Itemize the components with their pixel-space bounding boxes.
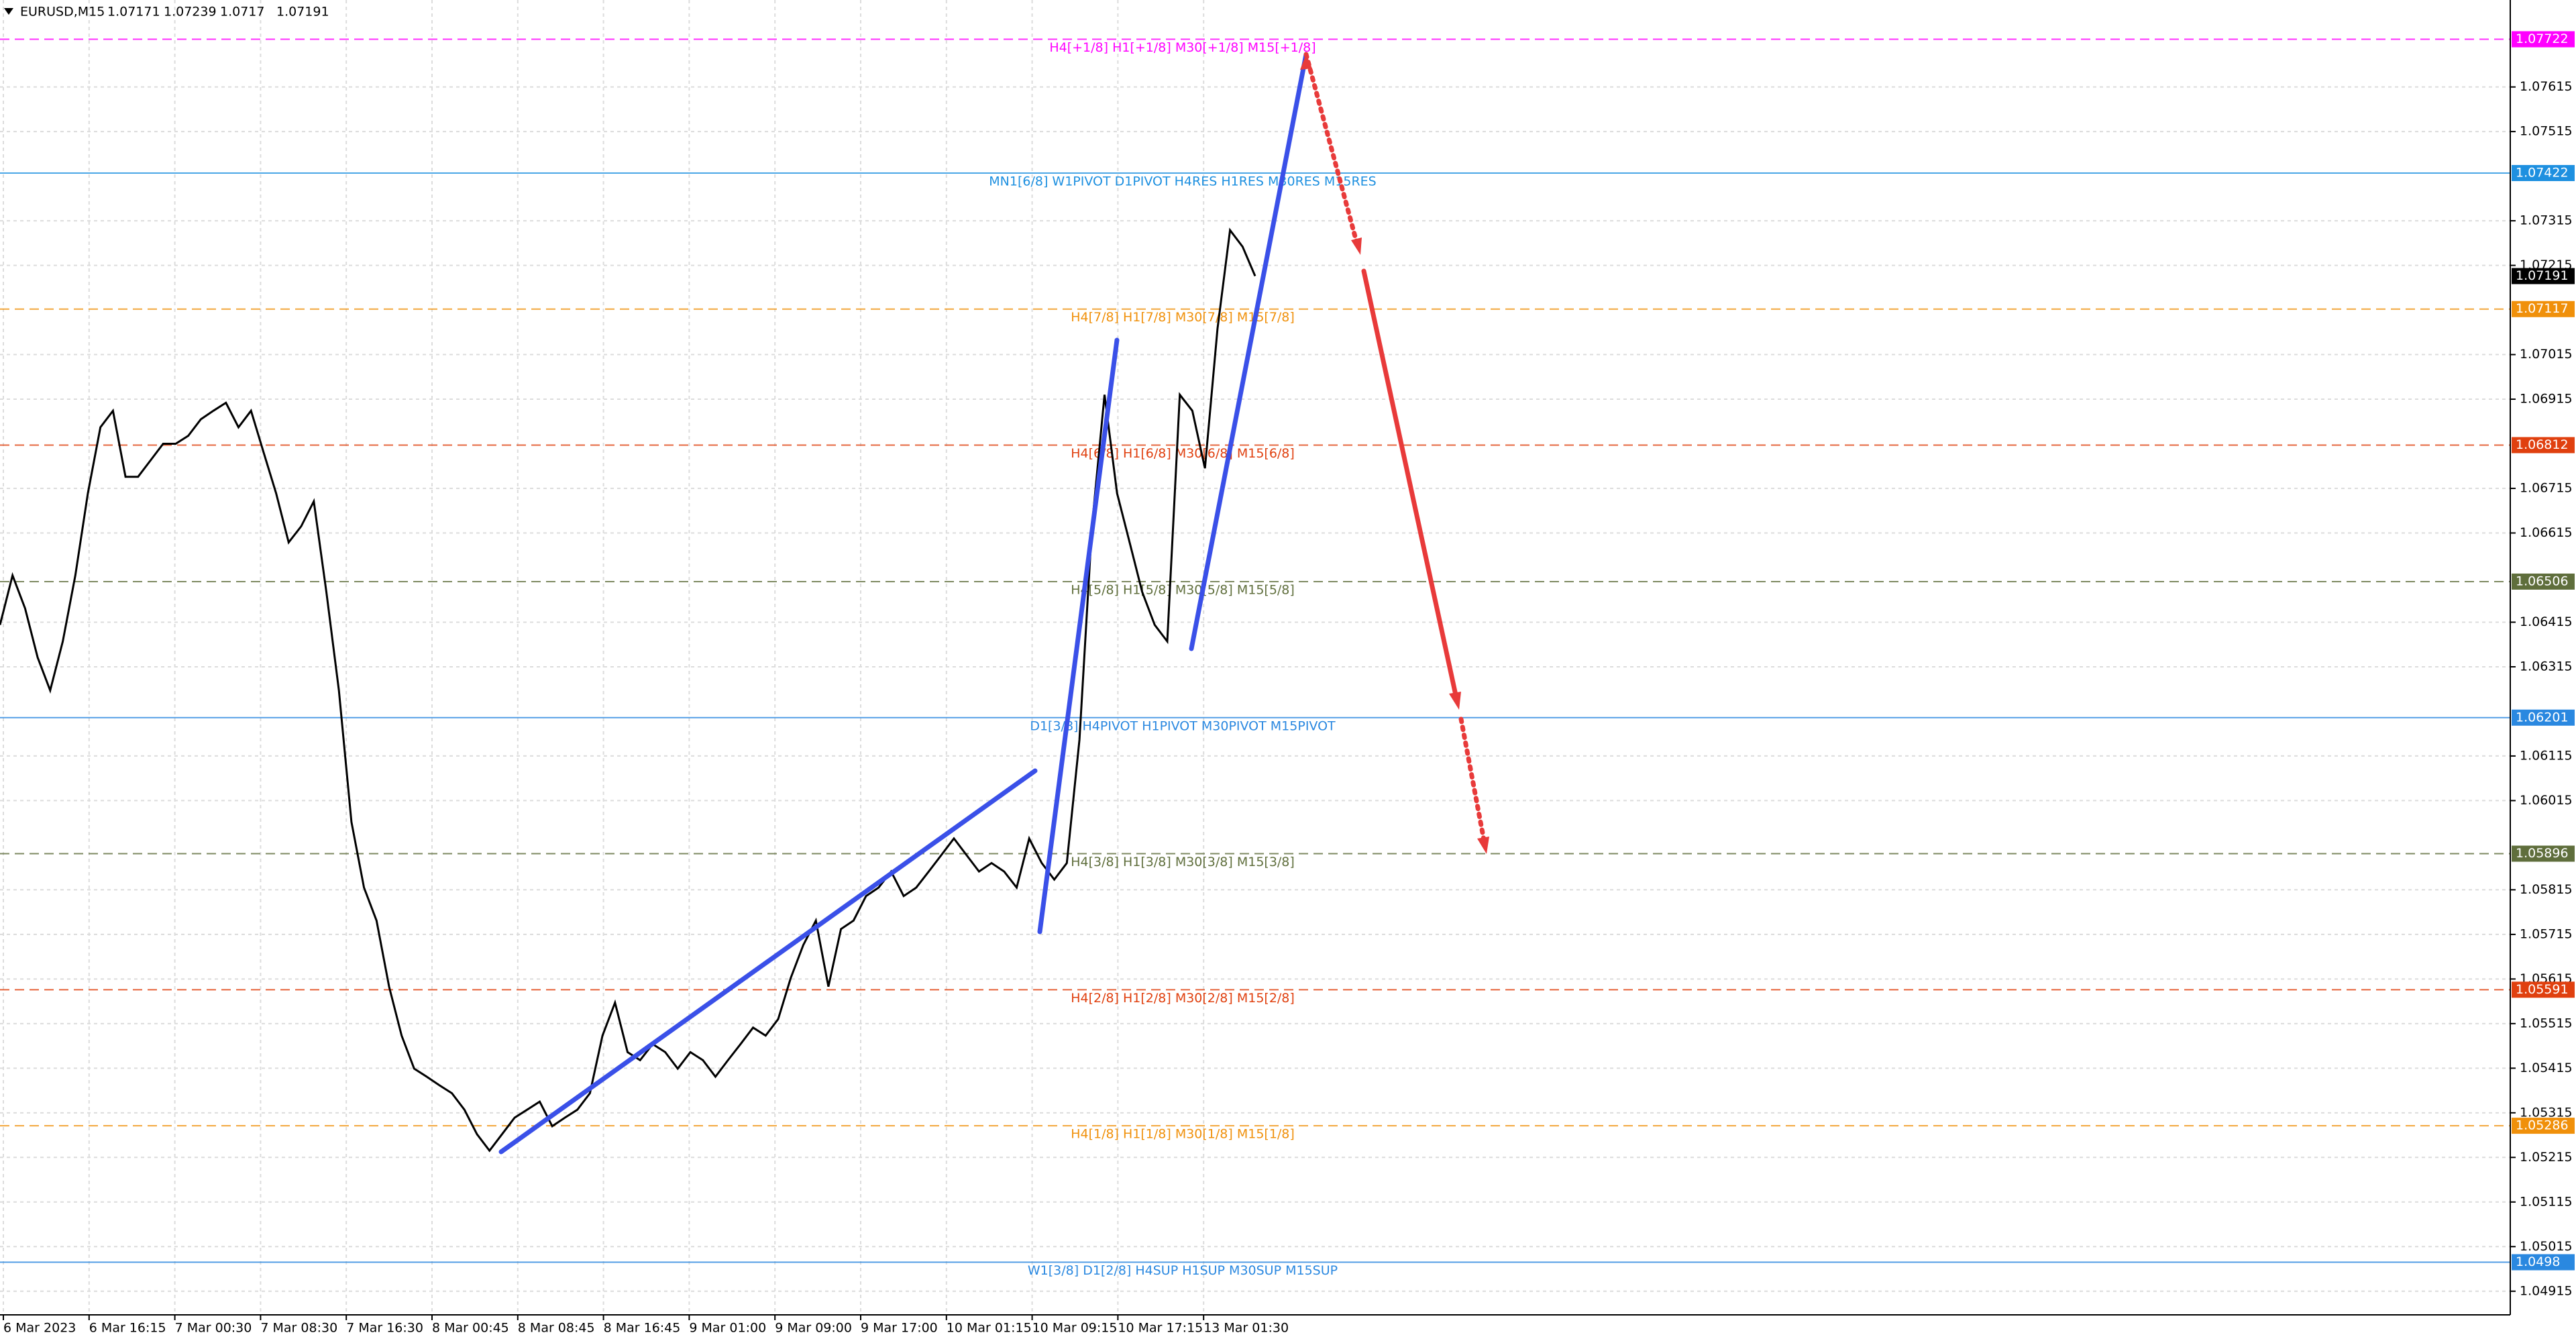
price-marker-label: 1.07117 xyxy=(2516,301,2569,316)
y-tick-label: 1.07015 xyxy=(2520,347,2573,362)
x-tick-label: 7 Mar 16:30 xyxy=(346,1321,423,1336)
y-tick-label: 1.06715 xyxy=(2520,481,2573,496)
y-tick-label: 1.05415 xyxy=(2520,1061,2573,1075)
y-tick-label: 1.07515 xyxy=(2520,124,2573,139)
ohlc-high: 1.07239 xyxy=(164,5,217,19)
price-marker xyxy=(2512,981,2575,998)
y-tick-label: 1.05815 xyxy=(2520,882,2573,897)
y-tick-label: 1.06615 xyxy=(2520,525,2573,540)
level-label: H4[+1/8] H1[+1/8] M30[+1/8] M15[+1/8] xyxy=(1049,40,1316,55)
x-tick-label: 6 Mar 2023 xyxy=(3,1321,76,1336)
current-price-label: 1.07191 xyxy=(2516,268,2569,283)
price-marker xyxy=(2512,845,2575,862)
y-tick-label: 1.06115 xyxy=(2520,748,2573,763)
forecast-arrow xyxy=(1361,268,1458,698)
price-marker xyxy=(2512,437,2575,453)
arrow-head xyxy=(1449,692,1461,710)
y-tick-label: 1.07615 xyxy=(2520,79,2573,94)
price-marker-label: 1.05896 xyxy=(2516,846,2569,861)
x-tick-label: 7 Mar 00:30 xyxy=(175,1321,252,1336)
x-tick-label: 8 Mar 00:45 xyxy=(432,1321,509,1336)
price-marker-label: 1.05286 xyxy=(2516,1118,2569,1133)
level-label: H4[7/8] H1[7/8] M30[7/8] M15[7/8] xyxy=(1071,310,1295,325)
y-tick-label: 1.05015 xyxy=(2520,1239,2573,1254)
price-marker xyxy=(2512,31,2575,48)
y-tick-label: 1.07315 xyxy=(2520,213,2573,228)
x-tick-label: 7 Mar 08:30 xyxy=(260,1321,337,1336)
current-price-marker xyxy=(2512,268,2575,284)
y-tick-label: 1.05315 xyxy=(2520,1105,2573,1120)
level-label: W1[3/8] D1[2/8] H4SUP H1SUP M30SUP M15SU… xyxy=(1028,1263,1338,1278)
price-marker xyxy=(2512,1254,2575,1271)
x-tick-label: 13 Mar 01:30 xyxy=(1203,1321,1289,1336)
y-tick-label: 1.06015 xyxy=(2520,793,2573,808)
price-marker-label: 1.05591 xyxy=(2516,982,2569,997)
level-label: H4[2/8] H1[2/8] M30[2/8] M15[2/8] xyxy=(1071,991,1295,1006)
trend-line xyxy=(498,768,1038,1155)
axis-labels: 1.076151.075151.073151.072151.070151.069… xyxy=(3,31,2575,1336)
ohlc-close: 1.07191 xyxy=(276,5,329,19)
levels: H4[+1/8] H1[+1/8] M30[+1/8] M15[+1/8] MN1… xyxy=(0,38,2510,1278)
y-tick-label: 1.05215 xyxy=(2520,1150,2573,1165)
ohlc-open: 1.07171 xyxy=(107,5,160,19)
x-tick-label: 10 Mar 09:15 xyxy=(1032,1321,1118,1336)
menu-triangle xyxy=(4,8,13,15)
grid xyxy=(0,0,2510,1315)
x-tick-label: 9 Mar 17:00 xyxy=(861,1321,938,1336)
forecast-arrow xyxy=(1458,716,1487,843)
price-marker-label: 1.0498 xyxy=(2516,1254,2560,1269)
x-tick-label: 6 Mar 16:15 xyxy=(89,1321,166,1336)
trend-line xyxy=(1189,52,1309,651)
x-tick-label: 8 Mar 16:45 xyxy=(604,1321,681,1336)
price-marker xyxy=(2512,709,2575,726)
trend-line xyxy=(1037,337,1120,934)
price-marker xyxy=(2512,573,2575,590)
y-tick-label: 1.06915 xyxy=(2520,392,2573,407)
price-marker-label: 1.06812 xyxy=(2516,437,2569,452)
arrow-head xyxy=(1351,237,1362,255)
y-tick-label: 1.05515 xyxy=(2520,1016,2573,1030)
x-tick-label: 10 Mar 01:15 xyxy=(947,1321,1032,1336)
level-label: D1[3/8] H4PIVOT H1PIVOT M30PIVOT M15PIVO… xyxy=(1030,718,1336,733)
price-marker xyxy=(2512,301,2575,317)
forecast-arrow xyxy=(1303,52,1359,244)
price-marker-label: 1.07722 xyxy=(2516,32,2569,46)
y-tick-label: 1.04915 xyxy=(2520,1283,2573,1298)
price-marker xyxy=(2512,164,2575,181)
level-label: H4[3/8] H1[3/8] M30[3/8] M15[3/8] xyxy=(1071,855,1295,869)
x-tick-label: 8 Mar 08:45 xyxy=(518,1321,595,1336)
level-label: H4[1/8] H1[1/8] M30[1/8] M15[1/8] xyxy=(1071,1127,1295,1142)
x-tick-label: 9 Mar 01:00 xyxy=(689,1321,766,1336)
arrow-head xyxy=(1477,837,1489,854)
y-tick-label: 1.05115 xyxy=(2520,1194,2573,1209)
ohlc-low: 1.0717 xyxy=(220,5,264,19)
price-marker-label: 1.07422 xyxy=(2516,165,2569,180)
price-marker-label: 1.06201 xyxy=(2516,710,2569,725)
price-marker xyxy=(2512,1118,2575,1134)
symbol: EURUSD,M15 xyxy=(20,5,105,19)
y-tick-label: 1.05715 xyxy=(2520,926,2573,941)
arrow-head xyxy=(1300,54,1312,70)
x-tick-label: 10 Mar 17:15 xyxy=(1118,1321,1203,1336)
annotations xyxy=(498,52,1489,1155)
level-label: MN1[6/8] W1PIVOT D1PIVOT H4RES H1RES M30… xyxy=(989,174,1376,189)
price-marker-label: 1.06506 xyxy=(2516,574,2569,588)
level-label: H4[6/8] H1[6/8] M30[6/8] M15[6/8] xyxy=(1071,446,1295,461)
x-tick-label: 9 Mar 09:00 xyxy=(775,1321,852,1336)
y-tick-label: 1.06415 xyxy=(2520,614,2573,629)
level-label: H4[5/8] H1[5/8] M30[5/8] M15[5/8] xyxy=(1071,582,1295,597)
y-tick-label: 1.06315 xyxy=(2520,659,2573,674)
